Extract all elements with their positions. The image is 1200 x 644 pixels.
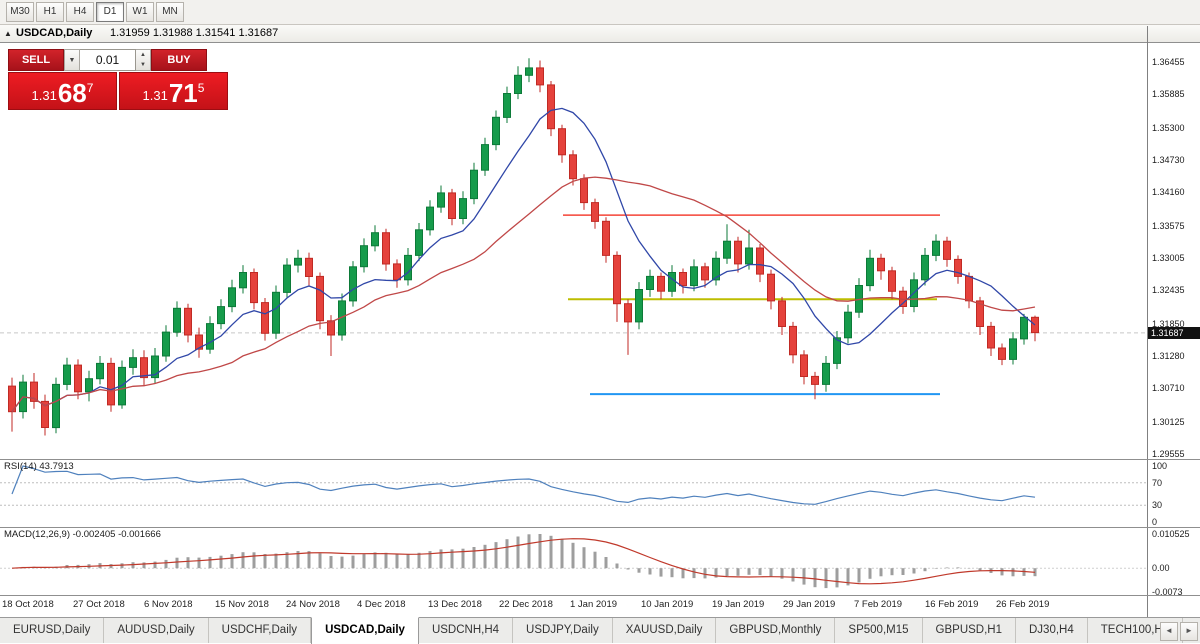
- buy-price-sup: 5: [197, 81, 205, 95]
- price-scale-label: 1.34730: [1152, 154, 1185, 165]
- chart-ohlc-values: 1.31959 1.31988 1.31541 1.31687: [110, 27, 279, 39]
- panel-separator[interactable]: [0, 459, 1200, 460]
- date-axis-label: 1 Jan 2019: [570, 599, 618, 610]
- rsi-scale-label: 0: [1152, 517, 1158, 527]
- date-axis-label: 4 Dec 2018: [357, 599, 406, 610]
- tab-usdjpy-daily[interactable]: USDJPY,Daily: [513, 618, 613, 643]
- rsi-scale-label: 70: [1152, 477, 1163, 488]
- tab-usdcad-daily[interactable]: USDCAD,Daily: [311, 617, 419, 644]
- timeframe-button-h1[interactable]: H1: [36, 2, 64, 22]
- timeframe-button-m30[interactable]: M30: [6, 2, 34, 22]
- volume-dropdown-button[interactable]: ▼: [64, 49, 80, 71]
- chart-title-bar: ▲ USDCAD,Daily 1.31959 1.31988 1.31541 1…: [0, 25, 1200, 43]
- panel-separator[interactable]: [0, 527, 1200, 528]
- macd-scale-label: -0.0073: [1152, 587, 1183, 597]
- price-scale[interactable]: 1.36455 1.35885 1.35300 1.34730 1.34160 1.335…: [1147, 0, 1200, 617]
- timeframe-button-d1[interactable]: D1: [96, 2, 124, 22]
- panel-separator[interactable]: [0, 595, 1200, 596]
- rsi-name: RSI(14): [4, 461, 37, 472]
- price-scale-label: 1.36455: [1152, 56, 1185, 67]
- symbol-tabbar: EURUSD,Daily AUDUSD,Daily USDCHF,Daily USDC…: [0, 617, 1200, 644]
- price-scale-label: 1.31280: [1152, 350, 1185, 361]
- date-axis-label: 6 Nov 2018: [144, 599, 193, 610]
- tab-scroll-right-icon[interactable]: ►: [1180, 622, 1198, 641]
- sell-price-small: 1.31: [31, 88, 57, 103]
- sell-price-sup: 7: [86, 81, 94, 95]
- date-axis-label: 27 Oct 2018: [73, 599, 125, 610]
- price-scale-label: 1.35885: [1152, 89, 1185, 100]
- date-axis-label: 13 Dec 2018: [428, 599, 482, 610]
- rsi-value: 43.7913: [39, 461, 74, 472]
- rsi-indicator-label: RSI(14) 43.7913: [4, 461, 74, 472]
- price-scale-label: 1.35300: [1152, 122, 1185, 133]
- date-axis-label: 26 Feb 2019: [996, 599, 1050, 610]
- tab-sp500-m15[interactable]: SP500,M15: [835, 618, 923, 643]
- buy-price-display[interactable]: 1.31 71 5: [119, 72, 228, 110]
- volume-input[interactable]: [80, 49, 136, 71]
- tab-scroll-arrows: ◄ ►: [1160, 622, 1198, 641]
- rsi-scale-label: 100: [1152, 461, 1168, 471]
- tab-gbpusd-h1[interactable]: GBPUSD,H1: [923, 618, 1016, 643]
- price-scale-label: 1.33575: [1152, 220, 1185, 231]
- chart-canvas[interactable]: [0, 0, 1147, 643]
- tab-dj30-h4[interactable]: DJ30,H4: [1016, 618, 1088, 643]
- price-scale-label: 1.29555: [1152, 449, 1185, 459]
- tab-gbpusd-monthly[interactable]: GBPUSD,Monthly: [716, 618, 836, 643]
- date-axis-label: 10 Jan 2019: [641, 599, 694, 610]
- tab-scroll-left-icon[interactable]: ◄: [1160, 622, 1178, 641]
- chart-symbol-label: USDCAD,Daily: [16, 27, 93, 39]
- macd-name: MACD(12,26,9): [4, 529, 70, 540]
- timeframe-button-mn[interactable]: MN: [156, 2, 184, 22]
- macd-scale-label: 0.010525: [1152, 529, 1190, 539]
- date-axis-label: 18 Oct 2018: [2, 599, 54, 610]
- tab-usdcnh-h4[interactable]: USDCNH,H4: [419, 618, 514, 643]
- current-price-badge: 1.31687: [1148, 326, 1200, 339]
- sell-button[interactable]: SELL: [8, 49, 64, 71]
- tab-usdchf-daily[interactable]: USDCHF,Daily: [209, 618, 312, 643]
- date-axis-label: 19 Jan 2019: [712, 599, 765, 610]
- trade-controls-row: SELL ▼ ▲ ▼ BUY: [8, 49, 228, 71]
- price-scale-label: 1.33005: [1152, 252, 1185, 263]
- buy-button[interactable]: BUY: [151, 49, 207, 71]
- tab-audusd-daily[interactable]: AUDUSD,Daily: [104, 618, 209, 643]
- top-toolbar: M30 H1 H4 D1 W1 MN: [0, 0, 1200, 25]
- timeframe-button-group: M30 H1 H4 D1 W1 MN: [6, 2, 186, 22]
- price-scale-label: 1.31850: [1152, 318, 1185, 329]
- sell-price-display[interactable]: 1.31 68 7: [8, 72, 117, 110]
- macd-scale-label: 0.00: [1152, 563, 1170, 574]
- rsi-scale-label: 30: [1152, 500, 1163, 511]
- macd-indicator-label: MACD(12,26,9) -0.002405 -0.001666: [4, 529, 161, 540]
- date-axis-label: 29 Jan 2019: [783, 599, 836, 610]
- buy-price-small: 1.31: [142, 88, 168, 103]
- volume-spinner: ▲ ▼: [136, 49, 151, 71]
- price-scale-label: 1.30710: [1152, 383, 1185, 394]
- date-axis-label: 24 Nov 2018: [286, 599, 340, 610]
- price-scale-border: [1147, 26, 1148, 617]
- price-scale-label: 1.30125: [1152, 416, 1185, 427]
- volume-up-icon[interactable]: ▲: [140, 52, 146, 58]
- volume-down-icon[interactable]: ▼: [140, 62, 146, 68]
- tab-xauusd-daily[interactable]: XAUUSD,Daily: [613, 618, 717, 643]
- buy-price-big: 71: [168, 78, 198, 108]
- trade-prices-row: 1.31 68 7 1.31 71 5: [8, 72, 228, 110]
- date-axis-label: 22 Dec 2018: [499, 599, 553, 610]
- collapse-one-click-icon[interactable]: ▲: [4, 29, 12, 38]
- sell-price-big: 68: [57, 78, 87, 108]
- timeframe-button-w1[interactable]: W1: [126, 2, 154, 22]
- macd-values: -0.002405 -0.001666: [72, 529, 161, 540]
- timeframe-button-h4[interactable]: H4: [66, 2, 94, 22]
- date-axis-label: 7 Feb 2019: [854, 599, 903, 610]
- symbol-tabs: EURUSD,Daily AUDUSD,Daily USDCHF,Daily USDC…: [0, 617, 1184, 644]
- time-axis[interactable]: 18 Oct 2018 27 Oct 2018 6 Nov 2018 15 Nov 2…: [0, 596, 1147, 617]
- date-axis-label: 15 Nov 2018: [215, 599, 269, 610]
- date-axis-label: 16 Feb 2019: [925, 599, 979, 610]
- price-scale-label: 1.32435: [1152, 285, 1185, 296]
- tab-eurusd-daily[interactable]: EURUSD,Daily: [0, 618, 105, 643]
- price-scale-label: 1.34160: [1152, 187, 1185, 198]
